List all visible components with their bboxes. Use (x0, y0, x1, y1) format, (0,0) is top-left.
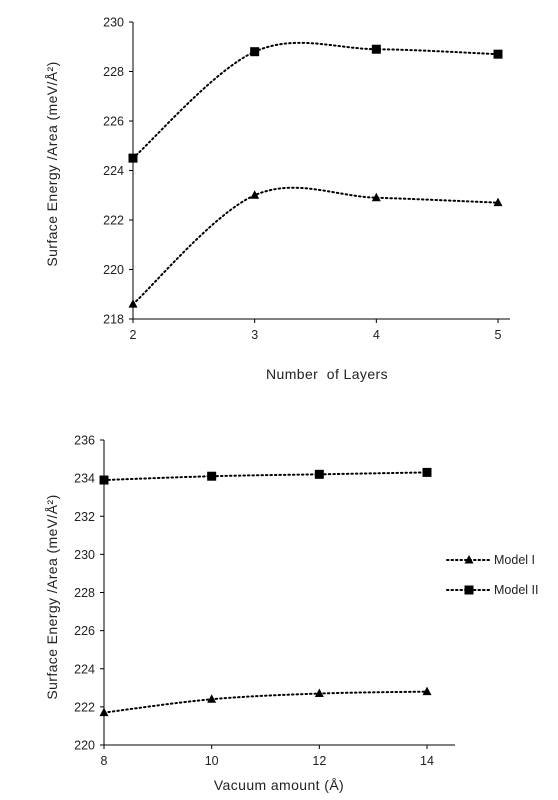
chart2-y-tick-label: 222 (74, 700, 95, 714)
chart2-series-2-line (103, 471, 428, 482)
chart2-series-2-point (314, 469, 324, 479)
chart1-y-axis-label: Surface Energy /Area (meV/Å²) (44, 61, 60, 266)
chart2-y-tick-label: 234 (74, 472, 95, 486)
chart1-series-1-point (128, 299, 138, 308)
legend-marker-model-ii (464, 585, 474, 595)
chart2-x-tick-label: 8 (101, 754, 108, 768)
chart-vacuum-amount: Surface Energy /Area (meV/Å²) Vacuum amo… (44, 434, 455, 793)
legend-marker-model-i (464, 555, 474, 564)
chart2-y-tick-label: 224 (74, 662, 95, 676)
chart2-y-tick-label: 236 (74, 434, 95, 448)
chart1-series-2-point (250, 47, 260, 57)
chart2-y-tick-label: 226 (74, 624, 95, 638)
chart2-series-2-point (99, 475, 109, 485)
chart2-y-tick-label: 220 (74, 739, 95, 753)
chart1-y-tick-label: 224 (103, 164, 124, 178)
chart2-y-axis-label: Surface Energy /Area (meV/Å²) (44, 494, 60, 699)
chart2-x-tick-label: 12 (312, 754, 326, 768)
chart2-series-2-point (207, 471, 217, 481)
chart1-series-1-line (132, 186, 499, 306)
chart1-y-tick-label: 218 (103, 313, 124, 327)
chart1-x-tick-label: 5 (495, 328, 502, 342)
chart1-series-1-point (250, 190, 260, 199)
chart2-series-1-point (207, 694, 217, 703)
chart2-y-tick-label: 232 (74, 510, 95, 524)
chart-number-of-layers: Surface Energy /Area (meV/Å²) Number of … (44, 16, 510, 382)
chart1-x-tick-label: 4 (373, 328, 380, 342)
chart1-x-tick-label: 3 (251, 328, 258, 342)
chart2-x-tick-label: 10 (205, 754, 219, 768)
chart2-x-axis-label: Vacuum amount (Å) (214, 777, 344, 793)
chart2-series-2-point (422, 467, 432, 477)
chart1-y-tick-label: 220 (103, 263, 124, 277)
chart2-series-1-line (103, 690, 428, 714)
chart1-x-axis-label: Number of Layers (266, 366, 388, 382)
chart1-x-tick-label: 2 (130, 328, 137, 342)
chart2-y-tick-label: 230 (74, 548, 95, 562)
chart1-series-2-point (493, 49, 503, 59)
chart1-y-tick-label: 222 (103, 214, 124, 228)
chart1-series-1-point (493, 197, 503, 207)
chart1-y-tick-label: 228 (103, 65, 124, 79)
chart1-series-2-line (132, 41, 499, 160)
chart2-series-1-point (314, 688, 324, 698)
chart1-y-tick-label: 230 (103, 16, 124, 30)
chart1-series-1-point (371, 192, 381, 202)
chart2-series-1-point (422, 686, 432, 696)
chart2-series-1-point (99, 707, 109, 717)
legend-label-model-i: Model I (494, 553, 535, 567)
chart1-y-tick-label: 226 (103, 115, 124, 129)
chart2-x-tick-label: 14 (420, 754, 434, 768)
legend: Model I Model II (446, 553, 538, 597)
legend-label-model-ii: Model II (494, 583, 538, 597)
chart2-y-tick-label: 228 (74, 586, 95, 600)
chart1-series-2-point (371, 44, 381, 54)
chart1-series-2-point (128, 153, 138, 163)
